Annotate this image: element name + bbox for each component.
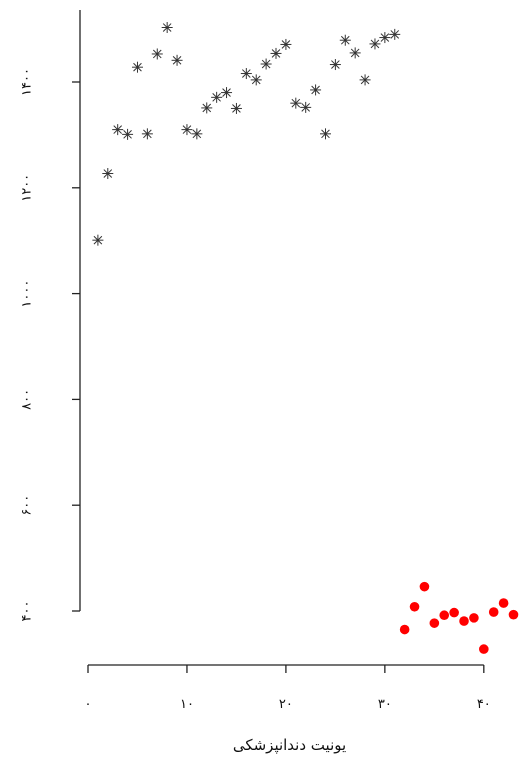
asterisk-stroke (301, 103, 311, 112)
asterisk-point (290, 97, 302, 109)
asterisk-point (310, 84, 322, 96)
asterisk-point (122, 128, 134, 140)
asterisk-point (102, 168, 114, 180)
asterisk-point (191, 128, 203, 140)
y-tick-label: ۸۰۰ (20, 389, 35, 410)
asterisk-stroke (143, 129, 152, 139)
asterisk-point (230, 102, 242, 114)
x-tick-label: ۰ (85, 697, 92, 712)
asterisk-point (280, 38, 292, 50)
y-tick-label: ۱۰۰۰ (20, 280, 35, 308)
asterisk-point (181, 124, 193, 136)
red-point (399, 624, 410, 635)
y-tick-label: ۱۴۰۰ (20, 68, 35, 96)
asterisk-point (270, 47, 282, 59)
asterisk-stroke (212, 93, 221, 102)
red-point (429, 618, 440, 628)
asterisk-stroke (133, 62, 142, 72)
asterisk-stroke (232, 104, 241, 113)
asterisk-stroke (202, 103, 212, 113)
y-tick-label: ۶۰۰ (20, 495, 35, 516)
asterisk-stroke (222, 88, 231, 97)
asterisk-stroke (340, 35, 350, 45)
asterisk-stroke (331, 60, 340, 69)
asterisk-stroke (380, 33, 390, 42)
asterisk-stroke (350, 48, 360, 58)
asterisk-stroke (123, 130, 132, 139)
asterisk-stroke (242, 69, 251, 78)
asterisk-stroke (370, 39, 380, 49)
red-point (469, 613, 479, 623)
asterisk-point (151, 48, 163, 60)
asterisk-point (300, 101, 312, 113)
asterisk-point (369, 38, 381, 50)
y-tick-label: ۴۰۰ (20, 601, 35, 622)
asterisk-point (349, 47, 361, 59)
asterisk-stroke (281, 40, 291, 49)
asterisk-point (250, 74, 262, 86)
asterisk-point (339, 34, 351, 46)
red-point (409, 601, 420, 612)
red-point (419, 581, 430, 592)
x-tick-label: ۱۰ (180, 697, 194, 712)
red-point (498, 598, 509, 608)
x-tick-label: ۳۰ (378, 697, 392, 712)
red-point (439, 610, 450, 621)
red-point (488, 607, 499, 617)
asterisk-stroke (311, 85, 320, 95)
red-point (459, 616, 469, 626)
red-point (449, 607, 459, 618)
asterisk-point (221, 87, 233, 99)
asterisk-stroke (172, 55, 182, 65)
red-point (479, 644, 489, 654)
asterisk-point (389, 28, 401, 40)
asterisk-stroke (103, 169, 113, 178)
asterisk-stroke (390, 30, 400, 39)
asterisk-point (161, 22, 173, 34)
asterisk-point (201, 102, 213, 114)
asterisk-point (329, 59, 341, 71)
x-tick-label: ۲۰ (279, 697, 293, 712)
asterisk-stroke (321, 129, 330, 139)
asterisk-point (260, 58, 272, 70)
asterisk-stroke (93, 235, 103, 245)
asterisk-stroke (162, 23, 172, 32)
asterisk-stroke (271, 49, 281, 58)
asterisk-stroke (291, 98, 301, 108)
asterisk-point (141, 128, 153, 140)
x-axis-title: یونیت دندانپزشکی (233, 736, 346, 755)
axes: ۴۰۰ ۶۰۰ ۸۰۰ ۱۰۰۰ ۱۲۰۰ ۱۴۰۰ ۰ ۱۰ ۲۰ ۳۰ ۴۰ (20, 10, 491, 712)
asterisk-stroke (152, 49, 162, 59)
series-layer (92, 22, 519, 654)
asterisk-point (319, 128, 331, 140)
asterisk-stroke (182, 125, 192, 134)
asterisk-point (379, 32, 391, 44)
y-tick-label: ۱۲۰۰ (20, 174, 35, 202)
asterisk-point (171, 54, 183, 66)
red-point (508, 609, 519, 620)
asterisk-point (211, 91, 223, 103)
asterisk-point (131, 61, 143, 73)
asterisk-point (112, 124, 124, 136)
asterisk-stroke (113, 125, 122, 134)
asterisk-point (359, 74, 371, 86)
asterisk-point (240, 68, 252, 80)
asterisk-stroke (251, 75, 261, 85)
asterisk-stroke (261, 59, 271, 69)
x-tick-label: ۴۰ (477, 697, 491, 712)
asterisk-stroke (360, 75, 370, 85)
asterisk-point (92, 234, 104, 246)
asterisk-stroke (192, 129, 202, 139)
